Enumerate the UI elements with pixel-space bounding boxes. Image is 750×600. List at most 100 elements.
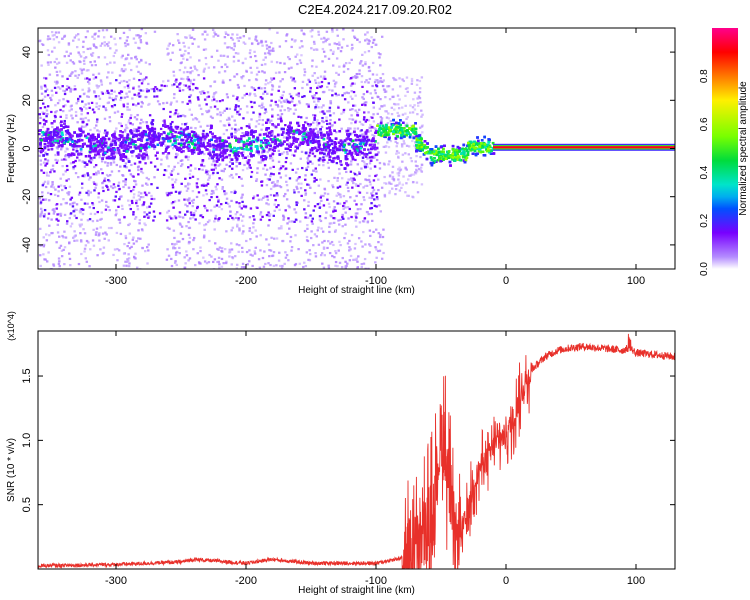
spectrogram-cell bbox=[379, 80, 382, 83]
spectrogram-cell bbox=[364, 33, 367, 36]
spectrogram-cell bbox=[258, 266, 262, 269]
spectrogram-cell bbox=[171, 242, 174, 246]
spectrogram-cell bbox=[230, 127, 234, 130]
spectrogram-cell bbox=[51, 181, 54, 184]
spectrogram-cell bbox=[44, 151, 47, 154]
spectrogram-cell bbox=[159, 163, 163, 166]
spectrogram-cell bbox=[132, 129, 136, 133]
spectrogram-cell bbox=[179, 159, 183, 162]
spectrogram-cell bbox=[400, 143, 404, 146]
spectrogram-cell bbox=[57, 31, 61, 34]
spectrogram-cell bbox=[379, 77, 382, 80]
spectrogram-cell bbox=[124, 234, 127, 238]
spectrogram-cell bbox=[96, 86, 99, 89]
spectrogram-cell bbox=[281, 239, 285, 243]
spectrogram-cell bbox=[137, 46, 140, 49]
spectrogram-cell bbox=[69, 264, 72, 267]
spectrogram-cell bbox=[255, 73, 259, 76]
spectrogram-cell bbox=[325, 30, 329, 33]
spectrogram-cell bbox=[89, 212, 93, 215]
spectrogram-cell bbox=[183, 115, 187, 118]
spectrogram-cell bbox=[261, 123, 265, 126]
spectrogram-cell bbox=[87, 102, 90, 105]
spectrogram-cell bbox=[228, 248, 231, 251]
spectrogram-cell bbox=[272, 49, 275, 53]
spectrogram-cell bbox=[130, 245, 133, 249]
spectrogram-cell bbox=[102, 155, 105, 159]
spectrogram-cell bbox=[127, 83, 131, 86]
spectrogram-cell bbox=[271, 47, 275, 50]
spectrogram-cell bbox=[347, 217, 350, 220]
spectrogram-cell bbox=[358, 120, 362, 124]
spectrogram-cell bbox=[320, 252, 324, 255]
spectrogram-cell bbox=[332, 50, 335, 53]
spectrogram-cell bbox=[40, 87, 43, 90]
spectrogram-cell bbox=[86, 80, 90, 84]
spectrogram-cell bbox=[116, 151, 119, 154]
spectrogram-cell bbox=[195, 118, 199, 121]
spectrogram-cell bbox=[332, 112, 336, 115]
spectrogram-cell bbox=[313, 191, 317, 195]
spectrogram-cell bbox=[204, 30, 207, 33]
spectrogram-cell bbox=[68, 257, 72, 261]
spectrogram-cell bbox=[241, 96, 244, 99]
spectrogram-cell bbox=[272, 180, 275, 184]
spectrogram-cell bbox=[232, 55, 236, 58]
spectrogram-cell bbox=[214, 185, 218, 188]
spectrogram-cell bbox=[272, 251, 276, 254]
spectrogram-cell bbox=[115, 209, 118, 212]
spectrogram-cell bbox=[176, 172, 180, 176]
spectrogram-cell bbox=[243, 84, 246, 88]
spectrogram-cell bbox=[405, 168, 408, 171]
spectrogram-cell bbox=[105, 29, 109, 32]
spectrogram-cell bbox=[398, 166, 401, 169]
spectrogram-cell bbox=[78, 159, 81, 162]
spectrogram-cell bbox=[371, 219, 374, 222]
spectrogram-cell bbox=[346, 242, 350, 245]
spectrogram-cell bbox=[175, 242, 178, 246]
spectrogram-cell bbox=[256, 66, 259, 69]
spectrogram-cell bbox=[255, 179, 258, 183]
spectrogram-cell bbox=[257, 153, 261, 156]
spectrogram-cell bbox=[70, 114, 73, 117]
spectrogram-cell bbox=[368, 126, 371, 129]
spectrogram-cell bbox=[337, 167, 341, 171]
spectrogram-cell bbox=[350, 90, 353, 93]
spectrogram-cell bbox=[178, 87, 181, 90]
spectrogram-cell bbox=[236, 83, 240, 87]
spectrogram-cell bbox=[135, 240, 138, 243]
spectrogram-cell bbox=[280, 225, 283, 228]
spectrogram-cell bbox=[174, 251, 178, 254]
spectrogram-cell bbox=[356, 127, 360, 130]
spectrogram-cell bbox=[131, 155, 134, 158]
spectrogram-cell bbox=[314, 79, 317, 82]
spectrogram-cell bbox=[337, 223, 341, 226]
spectrogram-cell bbox=[64, 158, 68, 161]
spectrogram-cell bbox=[52, 186, 56, 189]
spectrogram-cell bbox=[300, 40, 303, 43]
spectrogram-cell bbox=[192, 198, 195, 201]
spectrogram-cell bbox=[382, 251, 385, 255]
spectrogram-cell bbox=[260, 151, 264, 154]
spectrogram-cell bbox=[97, 72, 101, 75]
spectrogram-cell bbox=[254, 54, 257, 58]
spectrogram-cell bbox=[182, 53, 186, 56]
spectrogram-cell bbox=[361, 53, 364, 56]
spectrogram-cell bbox=[408, 174, 411, 177]
spectrogram-cell bbox=[289, 107, 292, 111]
spectrogram-cell bbox=[99, 79, 103, 82]
spectrogram-cell bbox=[406, 178, 410, 181]
spectrogram-cell bbox=[363, 198, 366, 202]
spectrogram-cell bbox=[275, 237, 279, 240]
spectrogram-cell bbox=[71, 117, 74, 120]
spectrogram-cell bbox=[51, 208, 54, 212]
spectrogram-cell bbox=[406, 87, 409, 90]
spectrogram-cell bbox=[65, 50, 68, 53]
spectrogram-cell bbox=[222, 54, 226, 57]
spectrogram-cell bbox=[107, 71, 110, 74]
spectrogram-cell bbox=[377, 151, 380, 154]
spectrogram-cell bbox=[65, 116, 68, 120]
spectrogram-cell bbox=[289, 76, 293, 79]
spectrogram-cell bbox=[111, 71, 114, 74]
spectrogram-cell bbox=[255, 59, 258, 63]
